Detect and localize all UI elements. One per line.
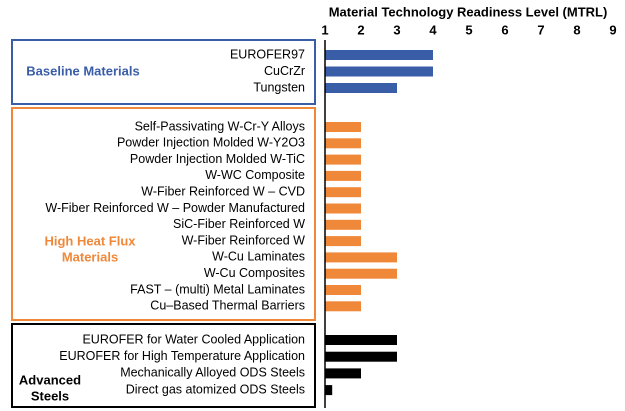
group-box [11,107,316,321]
x-tick-label: 8 [573,22,580,37]
category-label: W-Fiber Reinforced W [182,233,306,247]
category-label: CuCrZr [264,64,305,78]
bar [325,252,397,263]
x-tick-label: 6 [501,22,508,37]
x-tick-label: 4 [429,22,437,37]
x-tick-label: 9 [609,22,616,37]
bar [325,122,361,132]
x-tick-label: 3 [393,22,400,37]
bar [325,170,361,181]
group-label: Steels [31,388,69,403]
bar [325,351,397,362]
bar [325,268,397,279]
category-label: FAST – (multi) Metal Laminates [130,282,305,296]
bar [325,236,361,247]
category-label: Mechanically Alloyed ODS Steels [120,366,305,380]
category-label: W-Cu Composites [204,266,305,280]
bar [325,83,397,93]
axis-title: Material Technology Readiness Level (MTR… [329,4,608,19]
bar [325,203,361,214]
category-label: Tungsten [253,80,305,94]
x-tick-label: 5 [465,22,472,37]
category-label: Powder Injection Molded W-TiC [130,152,305,166]
category-label: EUROFER for Water Cooled Application [82,332,305,346]
bar [325,335,397,345]
category-label: SiC-Fiber Reinforced W [173,217,305,231]
group-label: High Heat Flux [44,233,136,248]
x-tick-label: 2 [357,22,364,37]
bar [325,385,333,396]
group-label: Baseline Materials [26,63,139,78]
group-label: Materials [62,249,118,264]
bar [325,66,433,77]
category-label: Cu–Based Thermal Barriers [150,299,305,313]
bar [325,285,361,295]
category-label: W-Fiber Reinforced W – Powder Manufactur… [45,201,305,215]
category-label: W-WC Composite [205,168,305,182]
category-label: Powder Injection Molded W-Y2O3 [117,136,305,150]
group-box [11,39,316,105]
x-tick-label: 1 [321,22,328,37]
bar [325,301,361,312]
group-label: Advanced [19,372,81,387]
bar [325,154,361,165]
bar [325,368,361,379]
category-label: Self-Passivating W-Cr-Y Alloys [135,119,305,133]
bar [325,138,361,149]
category-label: Direct gas atomized ODS Steels [126,382,305,396]
bar [325,187,361,198]
bar [325,219,361,230]
x-tick-label: 7 [537,22,544,37]
category-label: EUROFER97 [230,47,305,61]
group-box [11,323,316,408]
category-label: EUROFER for High Temperature Application [59,349,305,363]
category-label: W-Fiber Reinforced W – CVD [141,184,305,198]
category-label: W-Cu Laminates [212,250,305,264]
bar [325,50,433,60]
